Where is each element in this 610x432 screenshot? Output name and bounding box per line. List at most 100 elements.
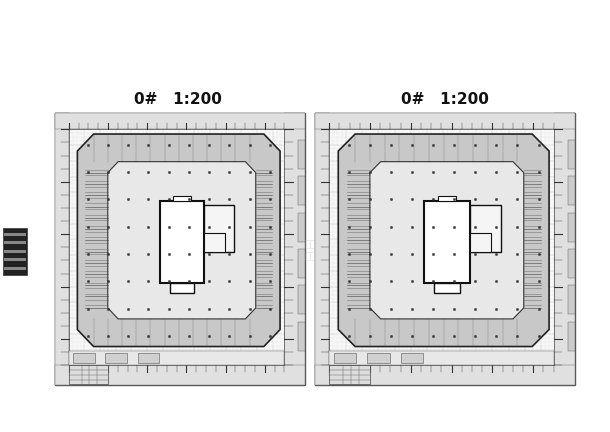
Point (129, 151, 138, 158)
Point (196, 332, 206, 339)
Point (204, 349, 214, 356)
Point (503, 168, 512, 175)
Point (548, 343, 558, 349)
Point (83, 300, 93, 307)
Point (462, 362, 472, 368)
Point (413, 135, 423, 142)
Point (497, 326, 507, 333)
Point (445, 208, 454, 215)
Bar (315, 365, 575, 385)
Point (74, 232, 84, 239)
Point (138, 273, 148, 280)
Point (425, 330, 434, 337)
Point (378, 248, 388, 255)
Point (171, 280, 181, 286)
Point (393, 308, 403, 315)
Point (225, 260, 235, 267)
Point (352, 352, 362, 359)
Point (459, 277, 468, 284)
Point (251, 239, 261, 246)
Point (134, 190, 143, 197)
Point (405, 208, 415, 215)
Bar (4, 233, 26, 236)
Bar (138, 353, 159, 363)
Point (440, 235, 450, 241)
Point (150, 221, 160, 228)
Point (455, 252, 465, 259)
Point (133, 295, 143, 302)
Point (223, 256, 233, 263)
Point (468, 327, 478, 334)
Point (506, 294, 516, 301)
Point (489, 248, 498, 255)
Point (359, 348, 369, 355)
Point (195, 316, 204, 323)
Point (173, 264, 182, 271)
Point (92, 133, 101, 140)
Point (234, 349, 244, 356)
Point (109, 246, 119, 253)
Point (414, 306, 423, 313)
Bar (315, 113, 575, 129)
Point (540, 345, 550, 352)
Point (251, 136, 260, 143)
Point (77, 135, 87, 142)
Point (257, 299, 267, 306)
Point (94, 307, 104, 314)
Point (116, 203, 126, 210)
Point (483, 194, 492, 200)
Point (522, 353, 531, 360)
Point (375, 305, 385, 312)
Point (239, 299, 248, 305)
Point (449, 353, 459, 360)
Point (459, 148, 469, 155)
Point (434, 143, 443, 150)
Point (149, 327, 159, 334)
Bar (568, 321, 575, 350)
Point (240, 289, 250, 295)
Point (480, 238, 490, 245)
Point (381, 353, 390, 359)
Point (366, 357, 376, 364)
Point (84, 344, 94, 351)
Point (510, 172, 520, 179)
Point (361, 193, 371, 200)
Point (134, 231, 144, 238)
Point (78, 209, 88, 216)
Point (467, 129, 477, 136)
Point (533, 187, 543, 194)
Point (471, 133, 481, 140)
Point (529, 138, 539, 145)
Point (340, 349, 350, 356)
Point (498, 196, 508, 203)
Point (442, 343, 451, 349)
Bar (69, 129, 284, 365)
Point (473, 210, 483, 217)
Point (504, 148, 514, 155)
Point (495, 222, 504, 229)
Point (477, 249, 487, 256)
Point (407, 210, 417, 217)
Point (458, 356, 467, 363)
Point (140, 173, 150, 180)
Point (428, 222, 437, 229)
Point (423, 311, 432, 318)
Point (450, 238, 460, 245)
Point (66, 290, 76, 297)
Point (330, 262, 340, 269)
Point (542, 194, 552, 201)
Point (511, 191, 521, 197)
Point (152, 203, 162, 210)
Point (417, 308, 427, 314)
Point (330, 286, 340, 293)
Point (357, 217, 367, 224)
Point (238, 293, 248, 300)
Point (439, 342, 449, 349)
Point (340, 286, 350, 292)
Point (415, 312, 425, 319)
Point (184, 361, 193, 368)
Point (364, 177, 374, 184)
Point (207, 326, 217, 333)
Point (395, 295, 404, 302)
Point (88, 268, 98, 275)
